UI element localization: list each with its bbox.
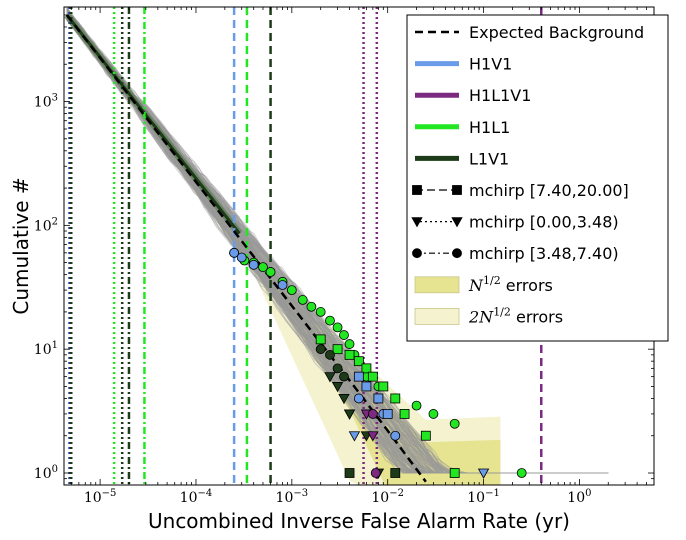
data-point [428,409,439,419]
background-trial-line [66,10,609,474]
data-point [229,247,240,258]
data-point [325,349,335,360]
legend-marker [411,217,423,228]
data-point [332,363,343,374]
x-tick-label: 100 [567,488,591,506]
error-band-2sigma [66,13,501,485]
data-point [338,394,350,405]
data-point [516,468,527,478]
data-point [297,295,308,305]
background-trial-line [66,10,609,474]
legend-label: mchirp [7.40,20.00] [469,181,629,200]
data-point [370,468,381,478]
data-point [332,322,343,333]
background-trial-line [66,7,609,474]
data-point [344,468,355,478]
data-point [390,430,401,441]
expected-background-line [65,14,427,483]
data-point [343,409,356,420]
data-point [449,418,460,429]
background-trial-line [66,7,609,474]
data-point [367,371,378,382]
data-point [324,372,336,383]
data-point [367,431,379,442]
legend-label: L1V1 [469,149,509,168]
legend-marker [452,248,462,259]
data-point [390,468,401,478]
data-point [449,468,460,478]
data-point [353,393,364,404]
data-point [373,393,384,404]
legend-label: 2N1/2 errors [468,305,563,326]
data-point [286,285,297,295]
x-tick-label: 10−1 [467,488,500,506]
background-trial-line [66,12,609,474]
data-point [332,344,343,355]
data-point [339,371,349,382]
legend-handle-band [414,276,460,294]
data-point [265,267,276,277]
x-axis-label: Uncombined Inverse False Alarm Rate (yr) [148,509,570,533]
y-tick-label: 100 [34,464,58,482]
legend-label: Expected Background [469,23,644,42]
data-point [315,344,326,355]
data-point [339,330,349,340]
data-point [378,381,389,392]
data-point [315,307,326,317]
legend-label: mchirp [3.48,7.40) [469,244,619,263]
data-point [361,381,372,392]
data-point [477,468,490,479]
background-trial-line [66,12,609,474]
legend-marker [452,185,462,195]
background-trial-line [66,13,609,474]
data-point [306,301,317,312]
data-point [411,400,422,411]
legend-marker [451,217,463,228]
legend-marker [412,185,422,195]
y-tick-label: 102 [34,216,58,234]
data-point [382,409,393,419]
data-point [361,363,372,374]
data-point [353,371,364,382]
data-point [399,409,410,419]
legend-label: H1V1 [469,55,512,74]
data-point [344,349,355,360]
x-tick-label: 10−2 [371,488,404,506]
x-tick-label: 10−4 [180,488,213,506]
data-point [353,356,364,367]
y-tick-label: 101 [34,340,58,358]
data-point [236,252,247,263]
legend-label: H1L1 [469,118,510,137]
data-point [258,262,268,273]
legend-label: H1L1V1 [469,86,531,105]
data-point [420,430,431,441]
x-tick-label: 10−3 [276,488,309,506]
background-trial-line [66,10,609,474]
data-point [325,315,335,326]
data-point [348,431,361,442]
data-point [277,280,288,290]
legend-handle-band [414,307,460,325]
data-point [248,259,259,270]
y-axis-label: Cumulative # [9,177,33,314]
data-point [331,382,344,393]
data-point [344,339,355,349]
data-point [315,334,326,345]
data-point [367,409,378,419]
x-tick-label: 10−5 [84,488,117,506]
legend-label: N1/2 errors [468,274,553,295]
data-point [390,393,401,404]
legend-marker [412,248,422,259]
legend-label: mchirp [0.00,3.48) [469,213,619,232]
background-trial-line [66,19,609,474]
background-trial-line [66,9,609,474]
y-tick-label: 103 [34,93,58,111]
